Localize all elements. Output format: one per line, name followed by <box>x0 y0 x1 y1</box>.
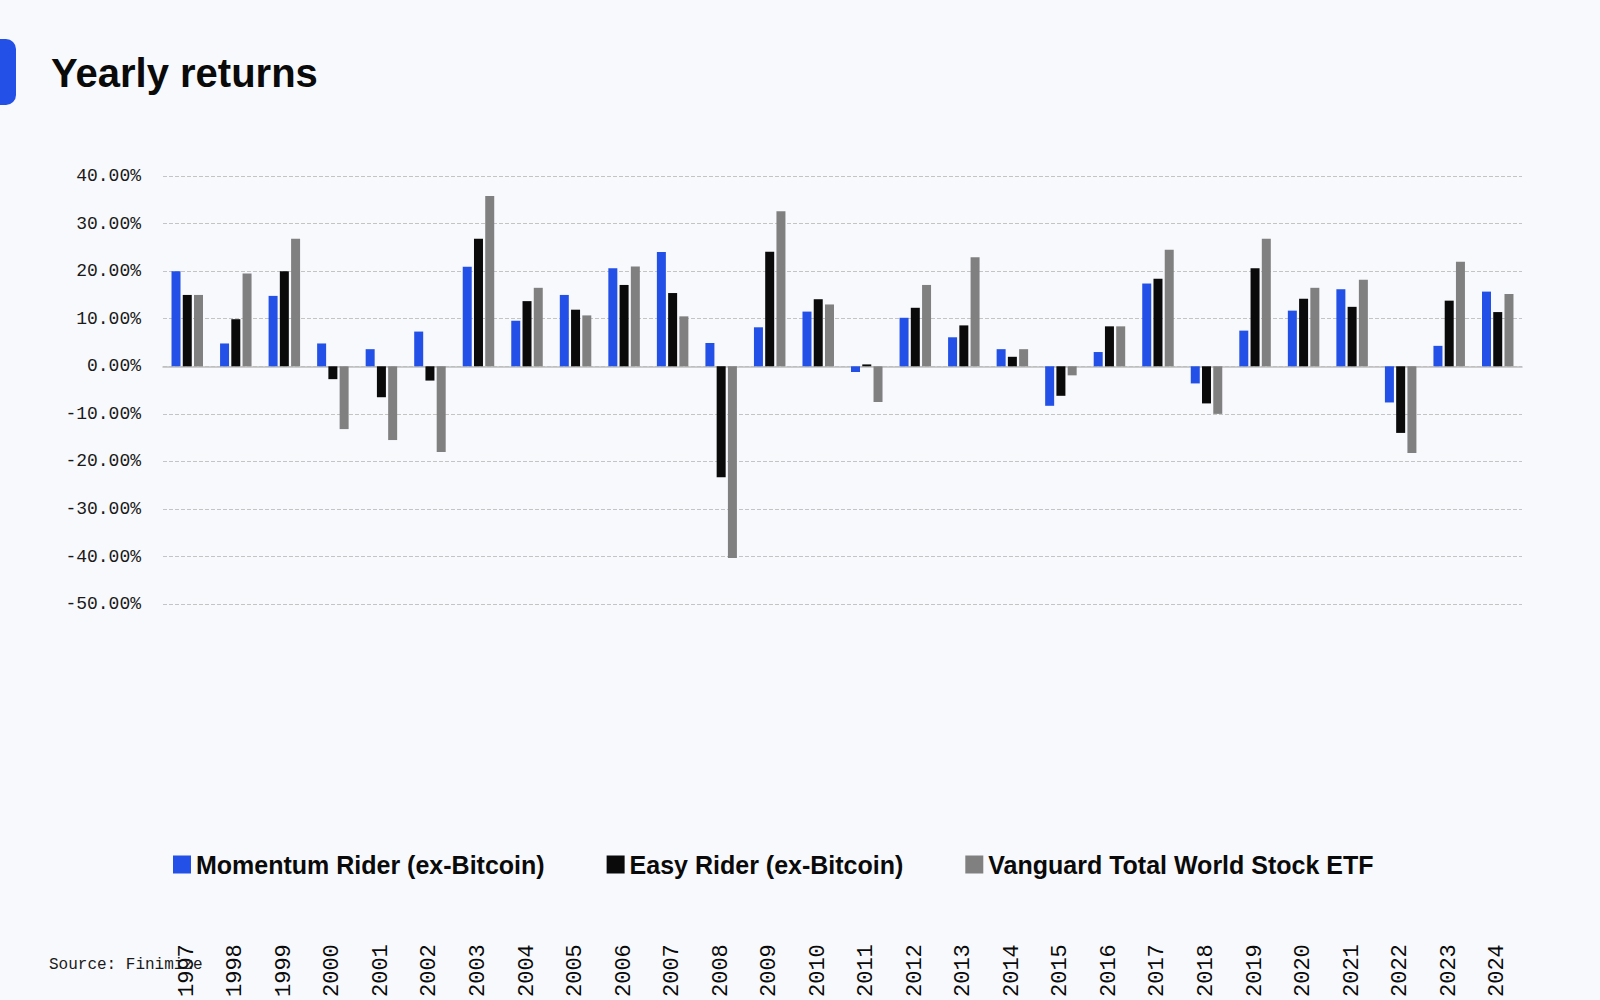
svg-text:1998: 1998 <box>223 944 248 997</box>
svg-text:-10.00%: -10.00% <box>65 404 141 424</box>
svg-text:2023: 2023 <box>1437 944 1462 997</box>
svg-text:2002: 2002 <box>417 944 442 997</box>
svg-text:2013: 2013 <box>951 944 976 997</box>
svg-text:2005: 2005 <box>563 944 588 997</box>
svg-text:2015: 2015 <box>1048 944 1073 997</box>
svg-text:2001: 2001 <box>369 944 394 997</box>
svg-text:10.00%: 10.00% <box>76 309 141 329</box>
svg-text:2017: 2017 <box>1145 944 1170 997</box>
svg-text:30.00%: 30.00% <box>76 214 141 234</box>
svg-text:2011: 2011 <box>854 944 879 997</box>
svg-text:2008: 2008 <box>709 944 734 997</box>
svg-text:-50.00%: -50.00% <box>65 594 141 614</box>
svg-text:2006: 2006 <box>612 944 637 997</box>
svg-text:2016: 2016 <box>1097 944 1122 997</box>
svg-text:40.00%: 40.00% <box>76 166 141 186</box>
svg-text:20.00%: 20.00% <box>76 261 141 281</box>
svg-text:2007: 2007 <box>660 944 685 997</box>
svg-text:2019: 2019 <box>1243 944 1268 997</box>
svg-text:-20.00%: -20.00% <box>65 451 141 471</box>
svg-text:2021: 2021 <box>1340 944 1365 997</box>
svg-text:Yearly returns: Yearly returns <box>51 51 318 95</box>
svg-text:2020: 2020 <box>1291 944 1316 997</box>
svg-text:1997: 1997 <box>174 944 200 997</box>
svg-text:2012: 2012 <box>903 944 928 997</box>
svg-text:1999: 1999 <box>272 944 297 997</box>
svg-text:2004: 2004 <box>515 944 540 997</box>
svg-text:2014: 2014 <box>1000 944 1025 997</box>
svg-text:-30.00%: -30.00% <box>65 499 141 519</box>
svg-text:-40.00%: -40.00% <box>65 547 141 567</box>
svg-text:2018: 2018 <box>1194 944 1219 997</box>
svg-text:2024: 2024 <box>1485 944 1510 997</box>
svg-text:2003: 2003 <box>466 944 491 997</box>
svg-text:2009: 2009 <box>757 944 782 997</box>
svg-text:2000: 2000 <box>320 944 345 997</box>
svg-text:Vanguard Total World Stock ETF: Vanguard Total World Stock ETF <box>988 851 1373 879</box>
svg-text:2010: 2010 <box>806 944 831 997</box>
svg-text:Momentum Rider (ex-Bitcoin): Momentum Rider (ex-Bitcoin) <box>196 851 545 879</box>
svg-text:2022: 2022 <box>1388 944 1413 997</box>
svg-text:Easy Rider (ex-Bitcoin): Easy Rider (ex-Bitcoin) <box>630 851 904 879</box>
svg-text:0.00%: 0.00% <box>87 356 141 376</box>
svg-text:Source: Finimize: Source: Finimize <box>49 956 203 974</box>
